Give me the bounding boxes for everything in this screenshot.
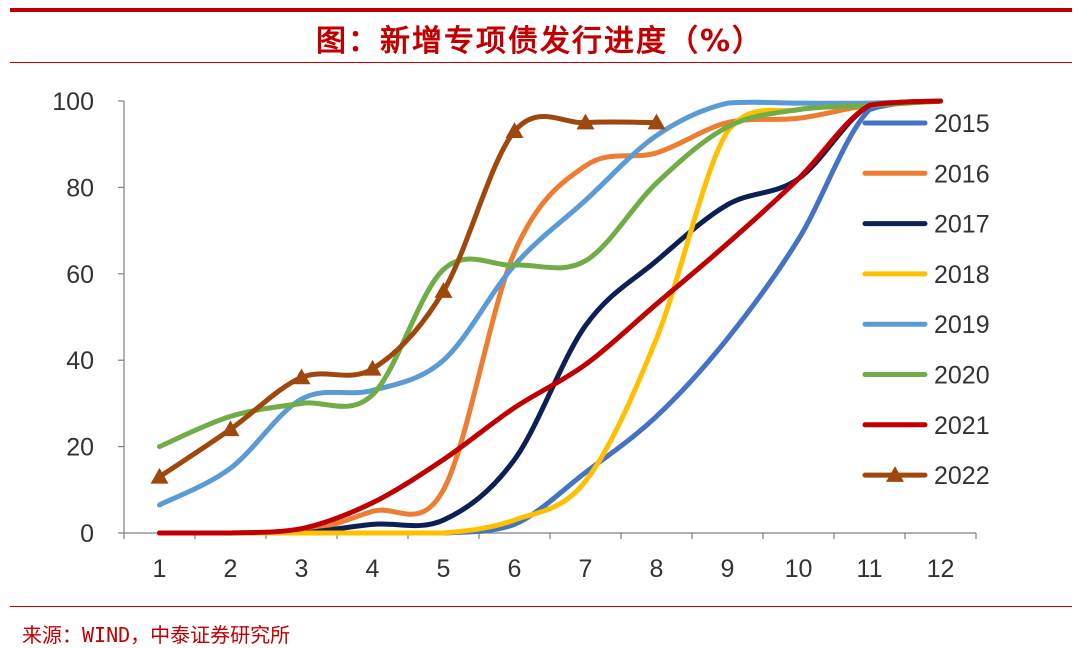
footer-rule bbox=[10, 606, 1072, 607]
series-2016 bbox=[157, 98, 943, 536]
legend-label: 2019 bbox=[934, 311, 990, 339]
series-2018 bbox=[157, 98, 943, 536]
series-line-2016 bbox=[157, 98, 943, 536]
legend-label: 2022 bbox=[934, 462, 990, 490]
series-line-2020 bbox=[157, 98, 943, 450]
series-line-2017 bbox=[157, 98, 943, 536]
legend-item-2017: 2017 bbox=[862, 211, 990, 239]
y-tick-label: 80 bbox=[66, 174, 94, 202]
legend-item-2020: 2020 bbox=[862, 362, 990, 390]
data-point-marker bbox=[647, 113, 666, 130]
series-line-2022 bbox=[157, 113, 659, 480]
legend-item-2022: 2022 bbox=[862, 462, 990, 490]
x-tick-label: 2 bbox=[224, 555, 238, 583]
series-line-2021 bbox=[157, 98, 943, 536]
series-2021 bbox=[157, 98, 943, 536]
legend-label: 2021 bbox=[934, 412, 990, 440]
y-tick-label: 100 bbox=[52, 88, 94, 116]
chart-legend: 2015 2016 2017 2018 2019 2020 2021 2022 bbox=[862, 110, 990, 490]
legend-item-2016: 2016 bbox=[862, 160, 990, 188]
legend-item-2015: 2015 bbox=[862, 110, 990, 138]
chart-series bbox=[150, 98, 943, 536]
legend-label: 2018 bbox=[934, 261, 990, 289]
data-point-marker bbox=[363, 359, 382, 376]
data-point-marker bbox=[434, 282, 453, 298]
x-tick-label: 1 bbox=[153, 555, 167, 583]
series-2020 bbox=[157, 98, 943, 450]
series-2022 bbox=[150, 113, 666, 484]
series-2017 bbox=[157, 98, 943, 536]
data-point-marker bbox=[505, 122, 524, 138]
series-line-2018 bbox=[157, 98, 943, 536]
data-point-marker bbox=[221, 420, 240, 437]
x-tick-label: 10 bbox=[785, 555, 813, 583]
x-tick-label: 7 bbox=[579, 555, 593, 583]
y-tick-label: 0 bbox=[80, 520, 94, 548]
x-tick-label: 8 bbox=[650, 555, 664, 583]
x-tick-label: 5 bbox=[437, 555, 451, 583]
x-tick-label: 9 bbox=[721, 555, 735, 583]
legend-item-2018: 2018 bbox=[862, 261, 990, 289]
x-tick-label: 4 bbox=[366, 555, 380, 583]
chart-title: 图：新增专项债发行进度（%） bbox=[315, 24, 765, 59]
series-line-2019 bbox=[157, 98, 943, 508]
legend-item-2019: 2019 bbox=[862, 311, 990, 339]
legend-marker bbox=[886, 466, 904, 482]
legend-item-2021: 2021 bbox=[862, 412, 990, 440]
series-2019 bbox=[157, 98, 943, 508]
series-line-2015 bbox=[157, 98, 943, 536]
y-tick-label: 20 bbox=[66, 434, 94, 462]
data-point-marker bbox=[576, 113, 595, 130]
x-tick-label: 12 bbox=[927, 555, 955, 583]
data-point-marker bbox=[150, 467, 169, 484]
x-tick-label: 6 bbox=[508, 555, 522, 583]
title-top-rule bbox=[10, 8, 1072, 12]
title-bottom-rule bbox=[10, 62, 1072, 63]
x-tick-label: 3 bbox=[295, 555, 309, 583]
x-tick-label: 11 bbox=[857, 555, 883, 583]
legend-label: 2020 bbox=[934, 362, 990, 390]
legend-label: 2015 bbox=[934, 110, 990, 138]
legend-label: 2016 bbox=[934, 160, 990, 188]
data-point-marker bbox=[292, 368, 311, 385]
source-note: 来源：WIND，中泰证券研究所 bbox=[22, 623, 291, 647]
y-tick-label: 40 bbox=[66, 347, 94, 375]
series-2015 bbox=[157, 98, 943, 536]
legend-label: 2017 bbox=[934, 211, 990, 239]
y-tick-label: 60 bbox=[66, 261, 94, 289]
